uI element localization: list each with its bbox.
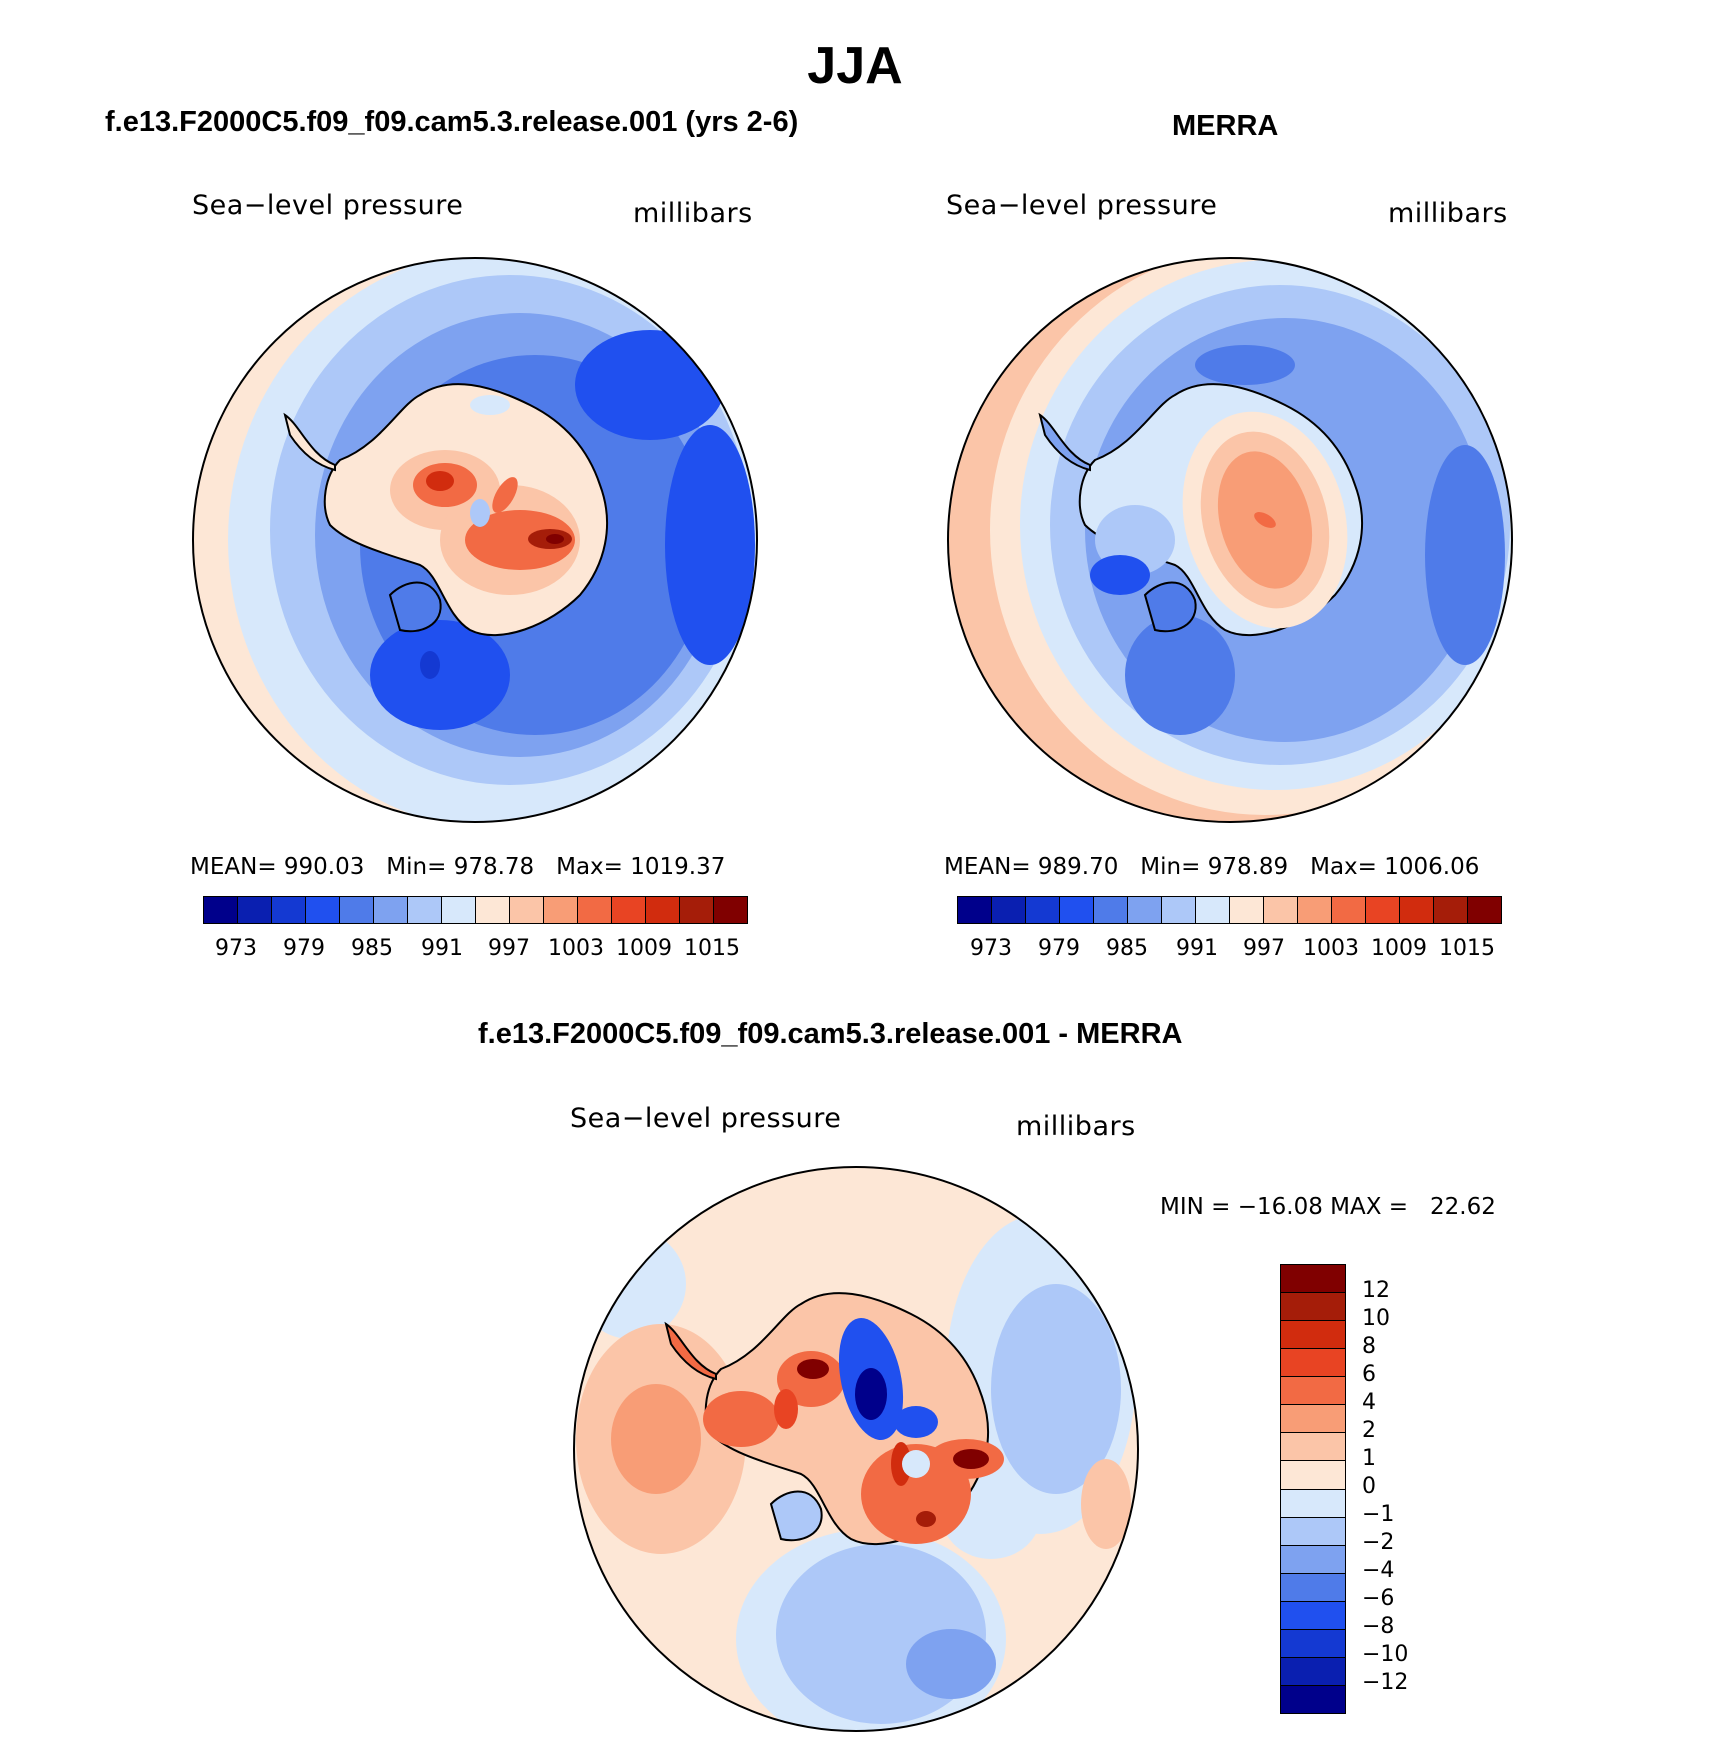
colorbar-tick: 997 <box>1243 936 1285 961</box>
panel-diff-colorbar <box>1280 1264 1346 1714</box>
colorbar-box <box>1298 897 1332 923</box>
colorbar-tick: 1015 <box>1439 936 1495 961</box>
colorbar-tick: 1003 <box>1303 936 1359 961</box>
colorbar-box <box>1281 1293 1345 1322</box>
colorbar-box <box>1434 897 1468 923</box>
colorbar-box <box>1281 1461 1345 1490</box>
panel-obs-title: MERRA <box>1172 110 1279 142</box>
colorbar-box <box>1281 1657 1345 1686</box>
colorbar-box <box>510 897 544 923</box>
colorbar-box <box>612 897 646 923</box>
figure-title: JJA <box>807 37 903 95</box>
colorbar-tick: 6 <box>1362 1362 1376 1387</box>
colorbar-box <box>1230 897 1264 923</box>
panel-model-units-label: millibars <box>633 198 753 229</box>
colorbar-box <box>646 897 680 923</box>
colorbar-tick: 985 <box>1106 936 1148 961</box>
colorbar-tick: 1015 <box>684 936 740 961</box>
colorbar-tick: 1009 <box>1371 936 1427 961</box>
panel-model-colorbar <box>203 896 748 924</box>
colorbar-box <box>1281 1545 1345 1574</box>
panel-diff-stats: MIN = −16.08 MAX = 22.62 <box>1160 1194 1496 1220</box>
colorbar-tick: 12 <box>1362 1278 1390 1303</box>
colorbar-tick: −8 <box>1362 1614 1395 1639</box>
panel-obs-field-label: Sea−level pressure <box>946 190 1218 221</box>
colorbar-tick: 973 <box>215 936 257 961</box>
panel-model-field-label: Sea−level pressure <box>192 190 464 221</box>
colorbar-box <box>680 897 714 923</box>
colorbar-tick: 2 <box>1362 1418 1376 1443</box>
panel-diff-field-label: Sea−level pressure <box>570 1103 842 1134</box>
colorbar-box <box>476 897 510 923</box>
colorbar-tick: 1003 <box>548 936 604 961</box>
colorbar-box <box>204 897 238 923</box>
colorbar-box <box>1281 1517 1345 1546</box>
colorbar-tick: −1 <box>1362 1502 1395 1527</box>
colorbar-tick: 991 <box>421 936 463 961</box>
colorbar-box <box>1281 1433 1345 1462</box>
colorbar-box <box>1281 1685 1345 1713</box>
colorbar-box <box>1400 897 1434 923</box>
panel-obs-map <box>947 257 1513 823</box>
colorbar-tick: −6 <box>1362 1586 1395 1611</box>
colorbar-box <box>544 897 578 923</box>
colorbar-box <box>1162 897 1196 923</box>
panel-obs-colorbar <box>957 896 1502 924</box>
colorbar-box <box>578 897 612 923</box>
panel-obs-stats: MEAN= 989.70 Min= 978.89 Max= 1006.06 <box>944 854 1480 880</box>
colorbar-tick: 985 <box>351 936 393 961</box>
colorbar-box <box>1281 1489 1345 1518</box>
colorbar-box <box>1094 897 1128 923</box>
colorbar-box <box>1264 897 1298 923</box>
colorbar-box <box>958 897 992 923</box>
colorbar-tick: −10 <box>1362 1642 1409 1667</box>
colorbar-box <box>1281 1629 1345 1658</box>
colorbar-box <box>1281 1405 1345 1434</box>
colorbar-tick: 997 <box>488 936 530 961</box>
colorbar-tick: 991 <box>1176 936 1218 961</box>
colorbar-tick: −4 <box>1362 1558 1395 1583</box>
colorbar-tick: 973 <box>970 936 1012 961</box>
panel-model-title: f.e13.F2000C5.f09_f09.cam5.3.release.001… <box>105 106 799 138</box>
panel-obs-units-label: millibars <box>1388 198 1508 229</box>
panel-diff-units-label: millibars <box>1016 1111 1136 1142</box>
panel-model-map <box>192 257 758 823</box>
colorbar-tick: 1009 <box>616 936 672 961</box>
colorbar-box <box>1366 897 1400 923</box>
colorbar-box <box>1281 1601 1345 1630</box>
panel-model-stats: MEAN= 990.03 Min= 978.78 Max= 1019.37 <box>190 854 726 880</box>
colorbar-tick: 979 <box>1038 936 1080 961</box>
colorbar-box <box>238 897 272 923</box>
colorbar-box <box>1128 897 1162 923</box>
colorbar-box <box>1196 897 1230 923</box>
colorbar-box <box>1281 1265 1345 1294</box>
panel-diff-map <box>573 1166 1139 1732</box>
colorbar-box <box>374 897 408 923</box>
colorbar-box <box>1281 1377 1345 1406</box>
colorbar-tick: 10 <box>1362 1306 1390 1331</box>
colorbar-tick: 979 <box>283 936 325 961</box>
colorbar-tick: 0 <box>1362 1474 1376 1499</box>
colorbar-tick: −2 <box>1362 1530 1395 1555</box>
colorbar-tick: 4 <box>1362 1390 1376 1415</box>
colorbar-box <box>272 897 306 923</box>
colorbar-box <box>1332 897 1366 923</box>
colorbar-tick: −12 <box>1362 1670 1409 1695</box>
colorbar-box <box>1060 897 1094 923</box>
colorbar-box <box>408 897 442 923</box>
colorbar-tick: 8 <box>1362 1334 1376 1359</box>
colorbar-box <box>1468 897 1501 923</box>
colorbar-box <box>1026 897 1060 923</box>
colorbar-box <box>1281 1321 1345 1350</box>
colorbar-box <box>340 897 374 923</box>
colorbar-box <box>992 897 1026 923</box>
colorbar-box <box>1281 1573 1345 1602</box>
colorbar-box <box>1281 1349 1345 1378</box>
panel-diff-title: f.e13.F2000C5.f09_f09.cam5.3.release.001… <box>478 1018 1183 1050</box>
colorbar-box <box>714 897 747 923</box>
colorbar-box <box>306 897 340 923</box>
colorbar-box <box>442 897 476 923</box>
colorbar-tick: 1 <box>1362 1446 1376 1471</box>
